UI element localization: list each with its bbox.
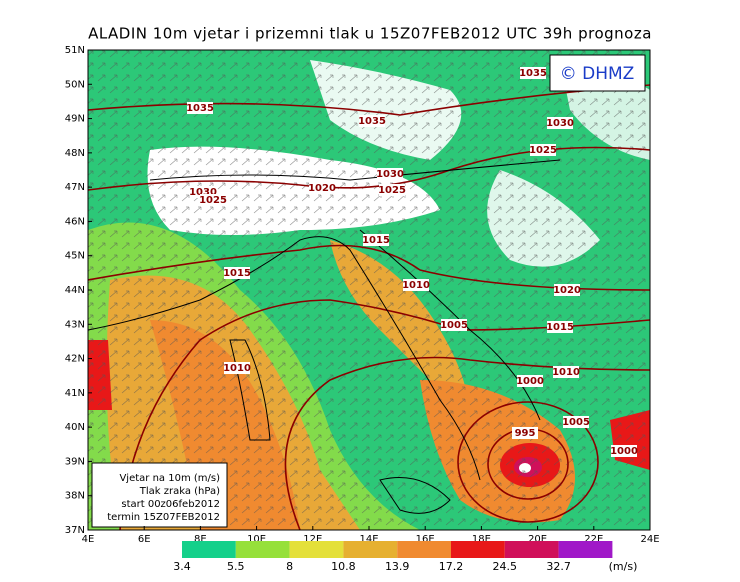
lon-label: 6E [138,534,151,545]
colorbar-segment [397,541,451,558]
map-title: ALADIN 10m vjetar i prizemni tlak u 15Z0… [88,25,652,43]
lat-label: 37N [65,525,85,536]
isobar-label: 1035 [358,116,386,127]
lat-label: 48N [65,148,85,159]
isobar-label-bg [309,182,335,194]
isobar-label-bg [359,115,385,127]
colorbar-segment [343,541,398,558]
isobar-label-bg [224,362,250,374]
lat-label: 38N [65,491,85,502]
isobar-label-bg [224,267,250,279]
isobar-label-bg [547,117,573,129]
lon-label: 4E [82,534,95,545]
isobar-label: 1000 [516,376,544,387]
isobar-label-bg [441,319,467,331]
lat-label: 39N [65,456,85,467]
logo-box [549,54,646,92]
isobar-label: 1020 [308,183,336,194]
lon-label: 12E [303,534,322,545]
isobar-label-bg [517,375,543,387]
colorbar-segment [504,541,559,558]
isobar-label: 1025 [529,145,557,156]
colorbar-label: 13.9 [385,560,410,573]
info-line: Vjetar na 10m (m/s) [119,473,220,484]
isobar-label: 1015 [362,235,390,246]
lon-label: 16E [416,534,435,545]
isobar-label-bg [553,366,579,378]
logo: © DHMZ [560,64,635,84]
isobar-label-bg [520,67,546,79]
info-box [91,462,228,528]
colorbar-label: 10.8 [331,560,356,573]
isobar-label-bg [547,321,573,333]
isobar-label: 995 [515,428,536,439]
isobar-label: 1025 [378,185,406,196]
isobar-label-bg [530,144,556,156]
colorbar-segment [235,541,290,558]
lon-label: 14E [359,534,378,545]
colorbar-label: 32.7 [546,560,571,573]
isobar-label: 1010 [552,367,580,378]
info-line: termin 15Z07FEB2012 [107,512,220,523]
isobar-label-bg [379,184,405,196]
isobar-label: 1005 [440,320,468,331]
colorbar-segment [289,541,344,558]
isobar-label: 1010 [223,363,251,374]
info-line: Tlak zraka (hPa) [139,486,220,497]
isobar-label-bg [512,427,538,439]
lon-label: 8E [194,534,207,545]
lat-label: 41N [65,388,85,399]
lat-label: 43N [65,319,85,330]
lon-label: 20E [528,534,547,545]
isobar-label-bg [200,194,226,206]
isobar-label: 1015 [223,268,251,279]
lat-label: 49N [65,114,85,125]
isobar-label: 1000 [610,446,638,457]
isobar-label-bg [554,284,580,296]
isobar-label-bg [377,168,403,180]
isobar-label-bg [363,234,389,246]
colorbar-label: 17.2 [439,560,464,573]
lon-label: 24E [640,534,659,545]
colorbar-label: 5.5 [227,560,245,573]
lon-label: 22E [584,534,603,545]
isobar-label-bg [563,416,589,428]
isobar-label-bg [611,445,637,457]
colorbar-segment [558,541,613,558]
colorbar-label: 24.5 [493,560,518,573]
isobar-label-bg [187,102,213,114]
lat-label: 46N [65,216,85,227]
isobar-label: 1035 [186,103,214,114]
isobar-label: 1030 [376,169,404,180]
colorbar-segment [451,541,505,558]
isobar-label: 1030 [546,118,574,129]
lat-label: 40N [65,422,85,433]
isobar-label: 1010 [402,280,430,291]
isobar-label: 1025 [199,195,227,206]
colorbar-unit: (m/s) [609,560,638,573]
lat-label: 44N [65,285,85,296]
lon-label: 10E [247,534,266,545]
lat-label: 42N [65,354,85,365]
isobar-label: 1020 [553,285,581,296]
info-line: start 00z06feb2012 [121,499,220,510]
lat-label: 47N [65,182,85,193]
isobar-label-bg [403,279,429,291]
colorbar-segment [182,541,236,558]
isobar-label: 1015 [546,322,574,333]
colorbar-label: 3.4 [173,560,191,573]
isobar-label: 1035 [519,68,547,79]
lon-label: 18E [472,534,491,545]
lat-label: 51N [65,45,85,56]
isobar-label: 1005 [562,417,590,428]
lat-label: 50N [65,79,85,90]
isobar-label: 1030 [189,187,217,198]
lat-label: 45N [65,251,85,262]
colorbar-label: 8 [286,560,293,573]
